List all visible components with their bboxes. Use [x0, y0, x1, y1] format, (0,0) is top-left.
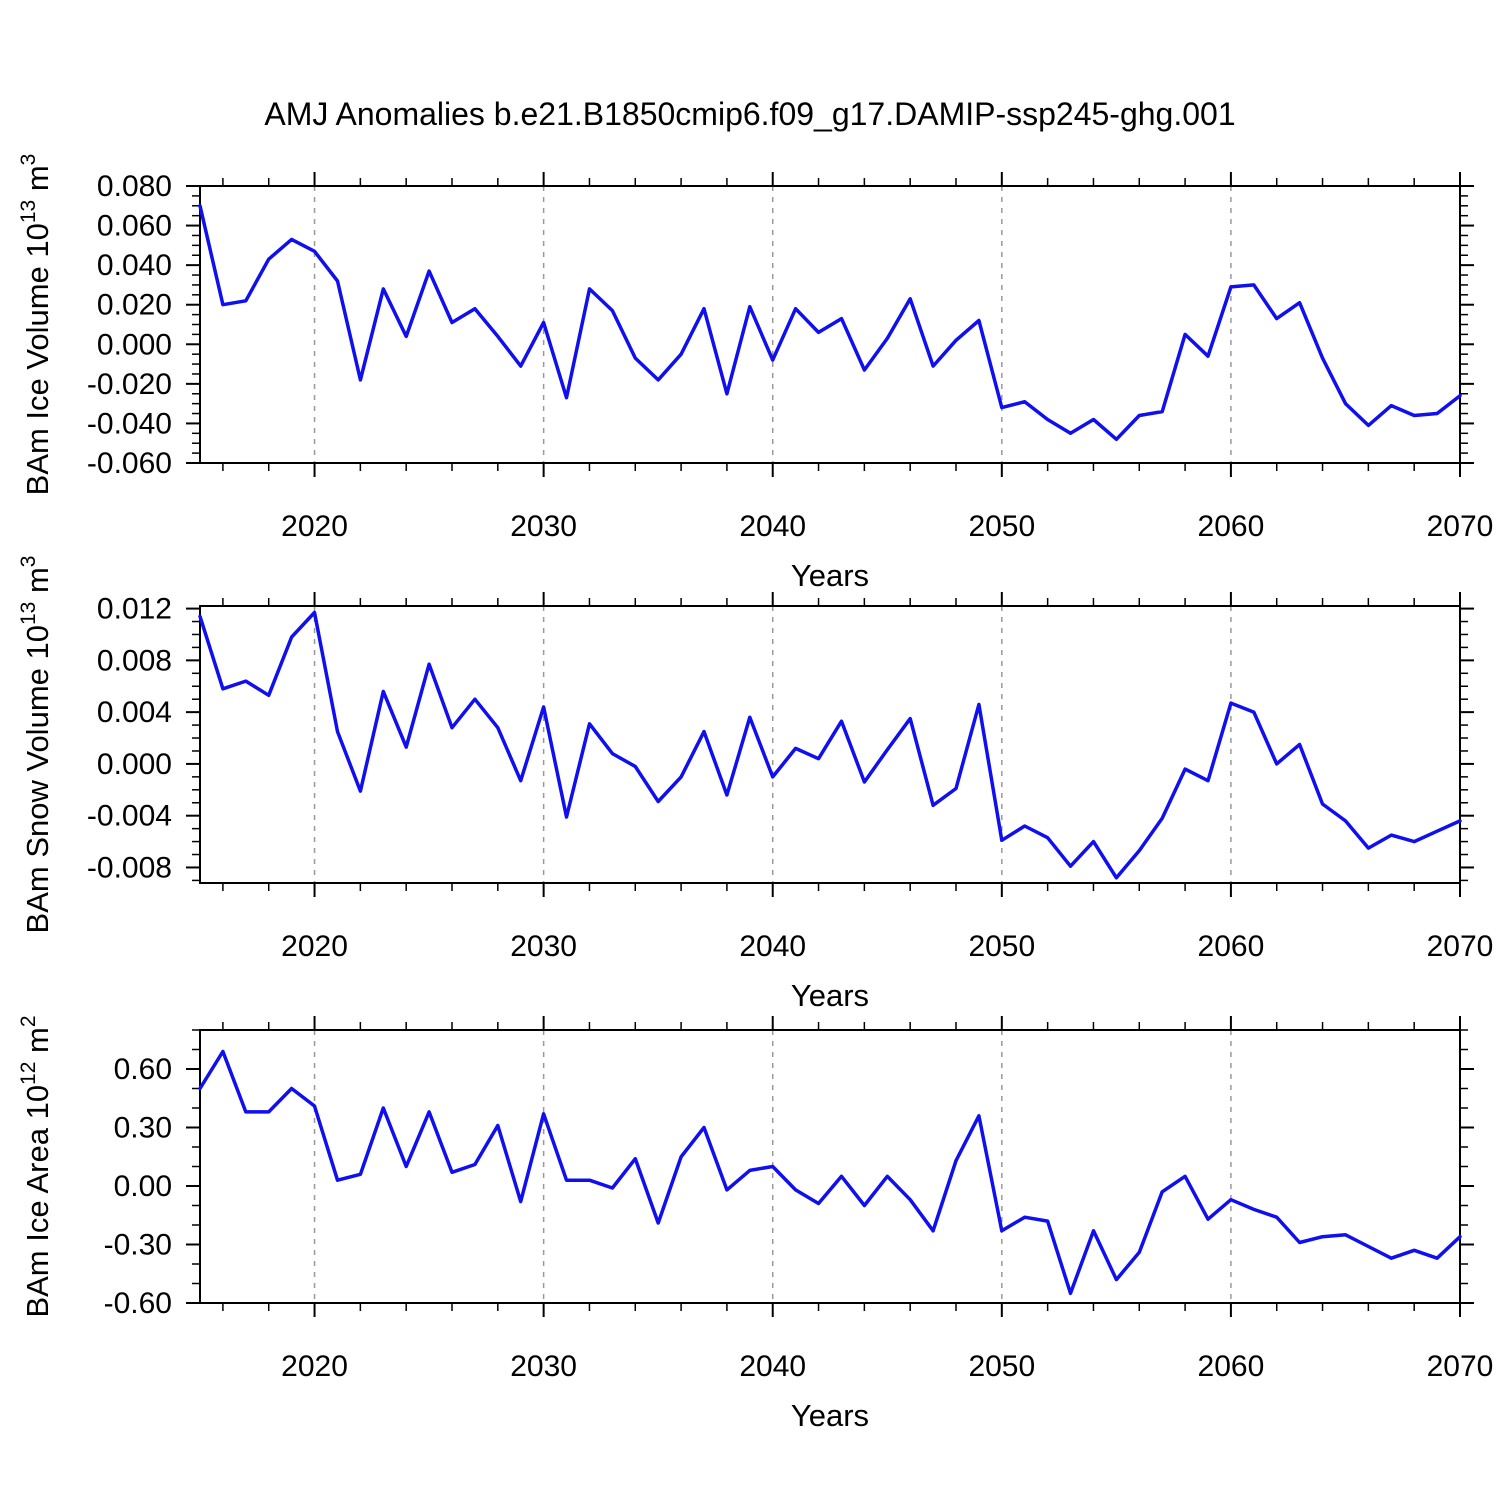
- panel-2-x-tick-label-2050: 2050: [968, 930, 1035, 963]
- panel-2-x-tick-label-2030: 2030: [510, 930, 577, 963]
- panel-1: 2020 2030 2040 2050 2060 2070 -0.060 -0.040 -0.0…: [17, 154, 1493, 593]
- panel-2-y-tick-label: -0.004: [87, 800, 172, 833]
- panel-3-y-tick-label: -0.60: [104, 1287, 172, 1320]
- panel-3-y-tick-label: 0.60: [114, 1053, 172, 1086]
- panel-2-x-tick-label-2070: 2070: [1427, 930, 1494, 963]
- panel-3-frame: [199, 1029, 1461, 1304]
- panel-1-xlabel: Years: [791, 558, 869, 593]
- panel-1-x-tick-label-2040: 2040: [739, 510, 806, 543]
- panel-1-x-tick-label-2050: 2050: [968, 510, 1035, 543]
- chart-title: AMJ Anomalies b.e21.B1850cmip6.f09_g17.D…: [264, 96, 1236, 132]
- panel-1-y-tick-label: 0.080: [97, 170, 172, 203]
- panel-2-y-tick-label: 0.012: [97, 593, 172, 626]
- panel-3-xlabel: Years: [791, 1398, 869, 1433]
- panel-2-x-tick-label-2060: 2060: [1198, 930, 1265, 963]
- panel-1-y-tick-label: 0.040: [97, 249, 172, 282]
- panel-1-x-tick-label-2020: 2020: [281, 510, 348, 543]
- panel-1-x-tick-label-2030: 2030: [510, 510, 577, 543]
- panel-1-y-tick-label: 0.000: [97, 328, 172, 361]
- panel-1-x-tick-label-2070: 2070: [1427, 510, 1494, 543]
- panel-1-y-tick-label: -0.040: [87, 407, 172, 440]
- panel-3-ylabel: BAm Ice Area 1012 m2: [17, 1015, 55, 1317]
- panel-1-y-tick-label: 0.020: [97, 289, 172, 322]
- panel-3-x-tick-label-2020: 2020: [281, 1350, 348, 1383]
- panel-3: 2020 2030 2040 2050 2060 2070 -0.60 -0.30 0.00 0.…: [17, 1015, 1493, 1433]
- panel-3-y-tick-label: 0.30: [114, 1112, 172, 1145]
- panel-2-y-tick-label: 0.008: [97, 644, 172, 677]
- panel-3-y-tick-label: 0.00: [114, 1170, 172, 1203]
- panel-2-x-tick-label-2040: 2040: [739, 930, 806, 963]
- panel-1-y-tick-label: 0.060: [97, 210, 172, 243]
- panel-1-x-tick-label-2060: 2060: [1198, 510, 1265, 543]
- panel-2-ylabel: BAm Snow Volume 1013 m3: [17, 556, 55, 934]
- panel-1-ylabel: BAm Ice Volume 1013 m3: [17, 154, 55, 496]
- panel-3-y-tick-label: -0.30: [104, 1229, 172, 1262]
- panel-1-y-tick-label: -0.020: [87, 368, 172, 401]
- panel-3-x-tick-label-2040: 2040: [739, 1350, 806, 1383]
- panel-2-y-tick-label: -0.008: [87, 851, 172, 884]
- panel-2-xlabel: Years: [791, 978, 869, 1013]
- panel-2-y-tick-label: 0.000: [97, 748, 172, 781]
- panel-1-frame: [199, 185, 1461, 464]
- panel-2-y-tick-label: 0.004: [97, 696, 172, 729]
- panel-2-frame: [199, 605, 1461, 884]
- panel-3-x-tick-label-2070: 2070: [1427, 1350, 1494, 1383]
- panel-2: 2020 2030 2040 2050 2060 2070 -0.008 -0.004 0.00…: [17, 556, 1493, 1013]
- panel-2-series-line: [198, 610, 1462, 880]
- panel-1-y-tick-label: -0.060: [87, 447, 172, 480]
- panel-3-series-line: [198, 1049, 1462, 1296]
- panel-3-x-tick-label-2060: 2060: [1198, 1350, 1265, 1383]
- panel-3-x-tick-label-2050: 2050: [968, 1350, 1035, 1383]
- panel-1-series-line: [198, 204, 1462, 442]
- panel-2-x-tick-label-2020: 2020: [281, 930, 348, 963]
- panel-3-x-tick-label-2030: 2030: [510, 1350, 577, 1383]
